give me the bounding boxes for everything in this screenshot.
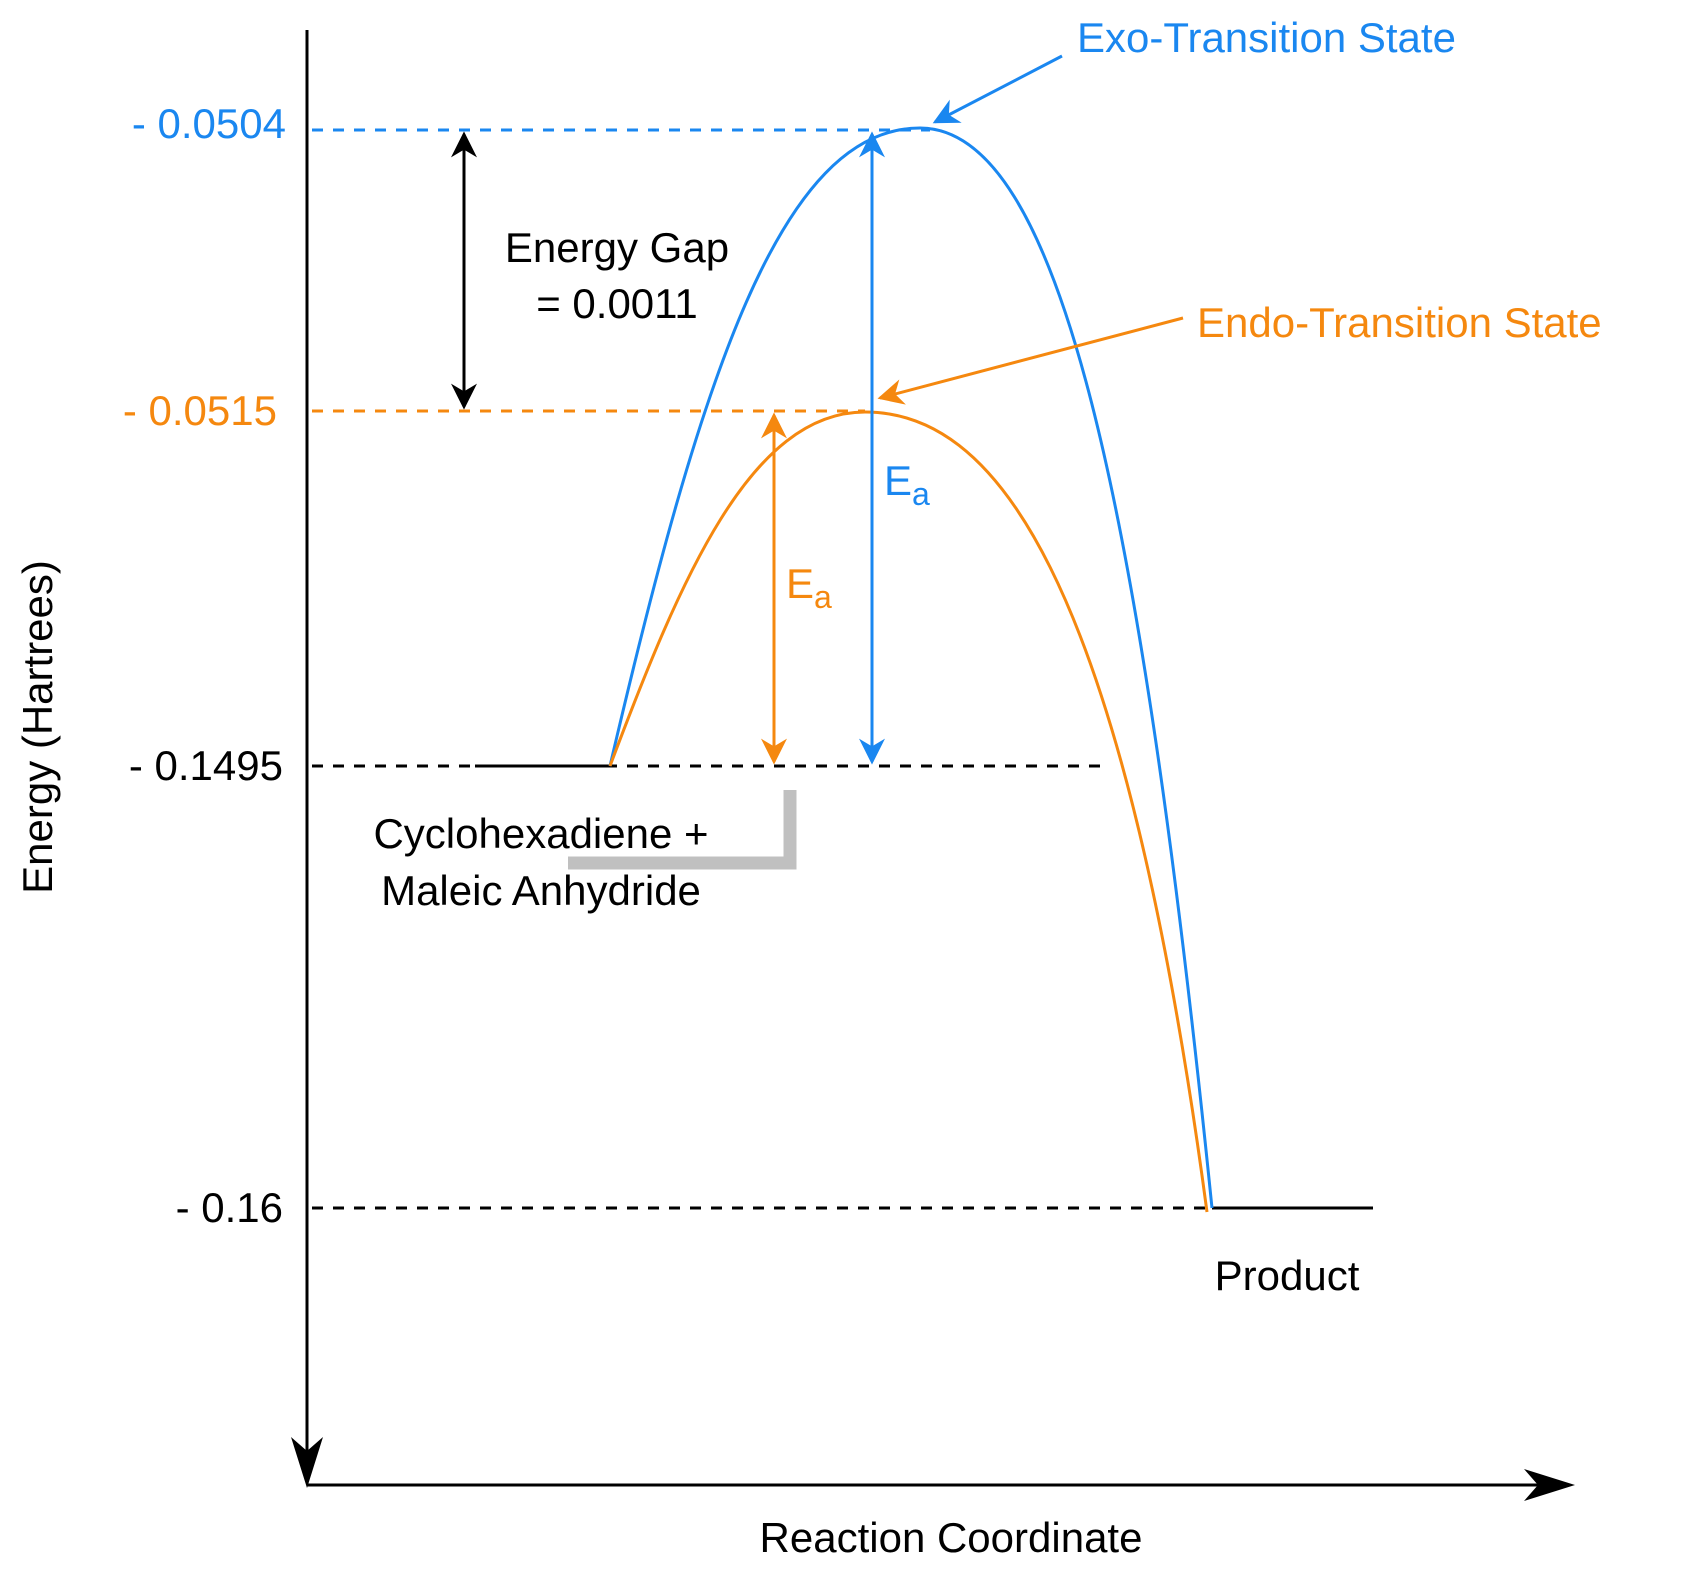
exo-ts-pointer-arrow	[932, 54, 1063, 124]
exo-ea-main: E	[884, 457, 912, 504]
reactants-label-line1: Cyclohexadiene +	[373, 810, 708, 857]
endo-ea-label: Ea	[786, 560, 832, 615]
tick-reactants: - 0.1495	[129, 742, 283, 789]
exo-curve	[608, 126, 1214, 1209]
y-axis-arrowhead	[291, 1437, 323, 1488]
endo-ts-label: Endo-Transition State	[1197, 299, 1602, 346]
exo-ea-label: Ea	[884, 457, 930, 512]
tick-exo-ts: - 0.0504	[132, 100, 286, 147]
tick-product: - 0.16	[176, 1184, 283, 1231]
x-axis-arrowhead	[1524, 1469, 1575, 1501]
endo-ea-sub: a	[814, 579, 832, 615]
energy-gap-label-line1: Energy Gap	[505, 224, 729, 271]
x-axis-title: Reaction Coordinate	[760, 1514, 1143, 1561]
y-axis-title: Energy (Hartrees)	[14, 560, 61, 894]
gray-bracket	[568, 790, 797, 870]
endo-ea-main: E	[786, 560, 814, 607]
energy-gap-label-line2: = 0.0011	[536, 280, 698, 327]
tick-endo-ts: - 0.0515	[123, 387, 277, 434]
endo-curve	[608, 410, 1209, 1213]
endo-ts-pointer-arrow	[877, 316, 1184, 405]
exo-ea-sub: a	[912, 476, 930, 512]
product-label: Product	[1215, 1252, 1360, 1299]
exo-ts-label: Exo-Transition State	[1077, 14, 1456, 61]
reactants-label-line2: Maleic Anhydride	[381, 867, 701, 914]
